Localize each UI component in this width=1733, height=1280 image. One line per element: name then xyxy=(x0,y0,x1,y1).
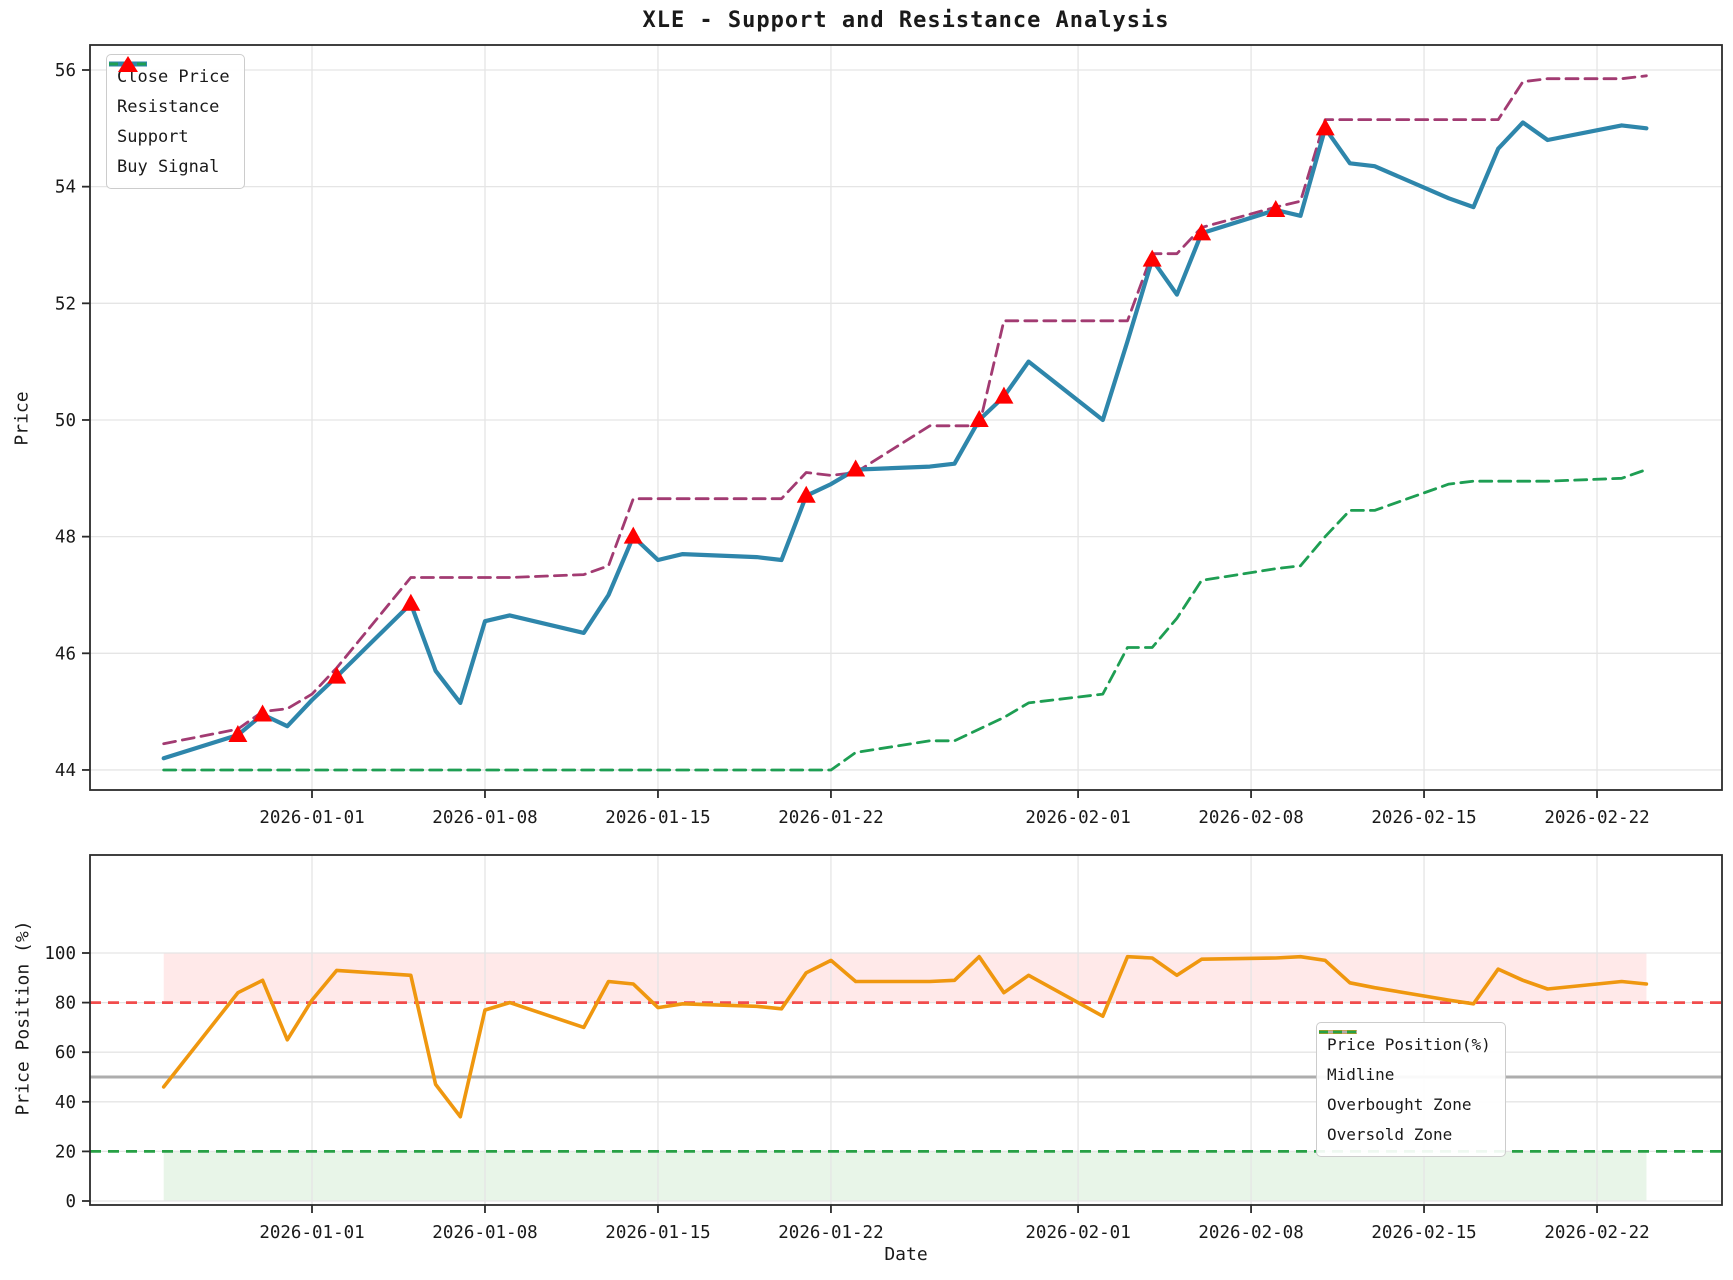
price-position-line xyxy=(161,954,1649,1119)
buy-signal-marker xyxy=(846,459,866,477)
x-tick-label: 2026-02-22 xyxy=(1544,1223,1649,1243)
buy-signal-marker xyxy=(327,666,347,684)
buy-signal-marker xyxy=(969,409,989,427)
x-tick-label: 2026-01-15 xyxy=(605,1223,710,1243)
y-tick-label: 44 xyxy=(55,761,76,781)
y-tick-label: 80 xyxy=(55,994,76,1014)
legend-label: Resistance xyxy=(117,96,220,117)
legend-label: Oversold Zone xyxy=(1327,1125,1453,1144)
y-tick-label: 54 xyxy=(55,178,76,198)
buy-signal-marker xyxy=(623,526,643,544)
legend-item-resistance: Resistance xyxy=(109,62,230,119)
x-tick-label: 2026-01-01 xyxy=(259,808,364,828)
x-tick-label: 2026-02-15 xyxy=(1371,808,1476,828)
legend-label: Buy Signal xyxy=(117,156,220,177)
x-tick-label: 2026-01-01 xyxy=(259,1223,364,1243)
legend-label: Close Price xyxy=(117,66,230,87)
legend-item-oversold: Oversold Zone xyxy=(1319,1030,1491,1147)
y-tick-label: 40 xyxy=(55,1093,76,1113)
y-tick-label: 60 xyxy=(55,1043,76,1063)
y-tick-label: 52 xyxy=(55,294,76,314)
y-tick-label: 0 xyxy=(65,1192,76,1212)
legend-label: Overbought Zone xyxy=(1327,1095,1472,1114)
oversold-line-icon xyxy=(1319,1030,1357,1034)
buy-signal-marker xyxy=(1142,249,1162,267)
legend-label: Support xyxy=(117,126,189,147)
price-axis-label: Price xyxy=(11,391,33,446)
y-tick-label: 46 xyxy=(55,644,76,664)
y-tick-label: 48 xyxy=(55,528,76,548)
buy-signal-marker xyxy=(796,485,816,503)
y-tick-label: 56 xyxy=(55,61,76,81)
x-tick-label: 2026-02-01 xyxy=(1025,1223,1130,1243)
buy-signal-marker xyxy=(253,704,273,722)
position-axis-label: Price Position (%) xyxy=(12,920,34,1116)
price-panel-frame xyxy=(89,44,1723,791)
position-panel-frame xyxy=(89,854,1723,1206)
date-axis-label: Date xyxy=(884,1244,928,1265)
x-tick-label: 2026-01-08 xyxy=(432,1223,537,1243)
buy-signal-marker xyxy=(228,724,248,742)
chart-title: XLE - Support and Resistance Analysis xyxy=(642,8,1170,33)
legend-item-midline: Midline xyxy=(1319,1030,1491,1087)
x-tick-label: 2026-01-08 xyxy=(432,808,537,828)
price-legend: Close Price Resistance Support Buy Signa… xyxy=(106,54,245,189)
buy-signal-marker xyxy=(1315,118,1335,136)
buy-signal-triangle-icon xyxy=(118,56,138,72)
y-tick-label: 100 xyxy=(44,944,76,964)
close-price-line xyxy=(161,120,1649,761)
y-tick-label: 50 xyxy=(55,411,76,431)
x-tick-label: 2026-02-22 xyxy=(1544,808,1649,828)
buy-signal-marker xyxy=(401,593,421,611)
oversold-zone-band xyxy=(163,1151,1647,1201)
x-tick-label: 2026-01-22 xyxy=(778,1223,883,1243)
y-tick-label: 20 xyxy=(55,1142,76,1162)
legend-item-support: Support xyxy=(109,62,230,149)
resistance-line xyxy=(162,74,1648,746)
buy-signal-marker xyxy=(1266,199,1286,217)
buy-signal-marker xyxy=(1192,223,1212,241)
x-tick-label: 2026-02-15 xyxy=(1371,1223,1476,1243)
legend-label: Midline xyxy=(1327,1065,1395,1084)
x-tick-label: 2026-02-08 xyxy=(1198,1223,1303,1243)
legend-item-buy-signal: Buy Signal xyxy=(117,56,230,179)
x-tick-label: 2026-02-01 xyxy=(1025,808,1130,828)
buy-signal-marker xyxy=(994,386,1014,404)
position-legend: Price Position(%) Midline Overbought Zon… xyxy=(1316,1022,1506,1157)
x-tick-label: 2026-01-22 xyxy=(778,808,883,828)
support-line xyxy=(162,468,1648,772)
legend-item-overbought: Overbought Zone xyxy=(1319,1030,1491,1117)
legend-label: Price Position(%) xyxy=(1327,1035,1491,1054)
x-tick-label: 2026-02-08 xyxy=(1198,808,1303,828)
x-tick-label: 2026-01-15 xyxy=(605,808,710,828)
